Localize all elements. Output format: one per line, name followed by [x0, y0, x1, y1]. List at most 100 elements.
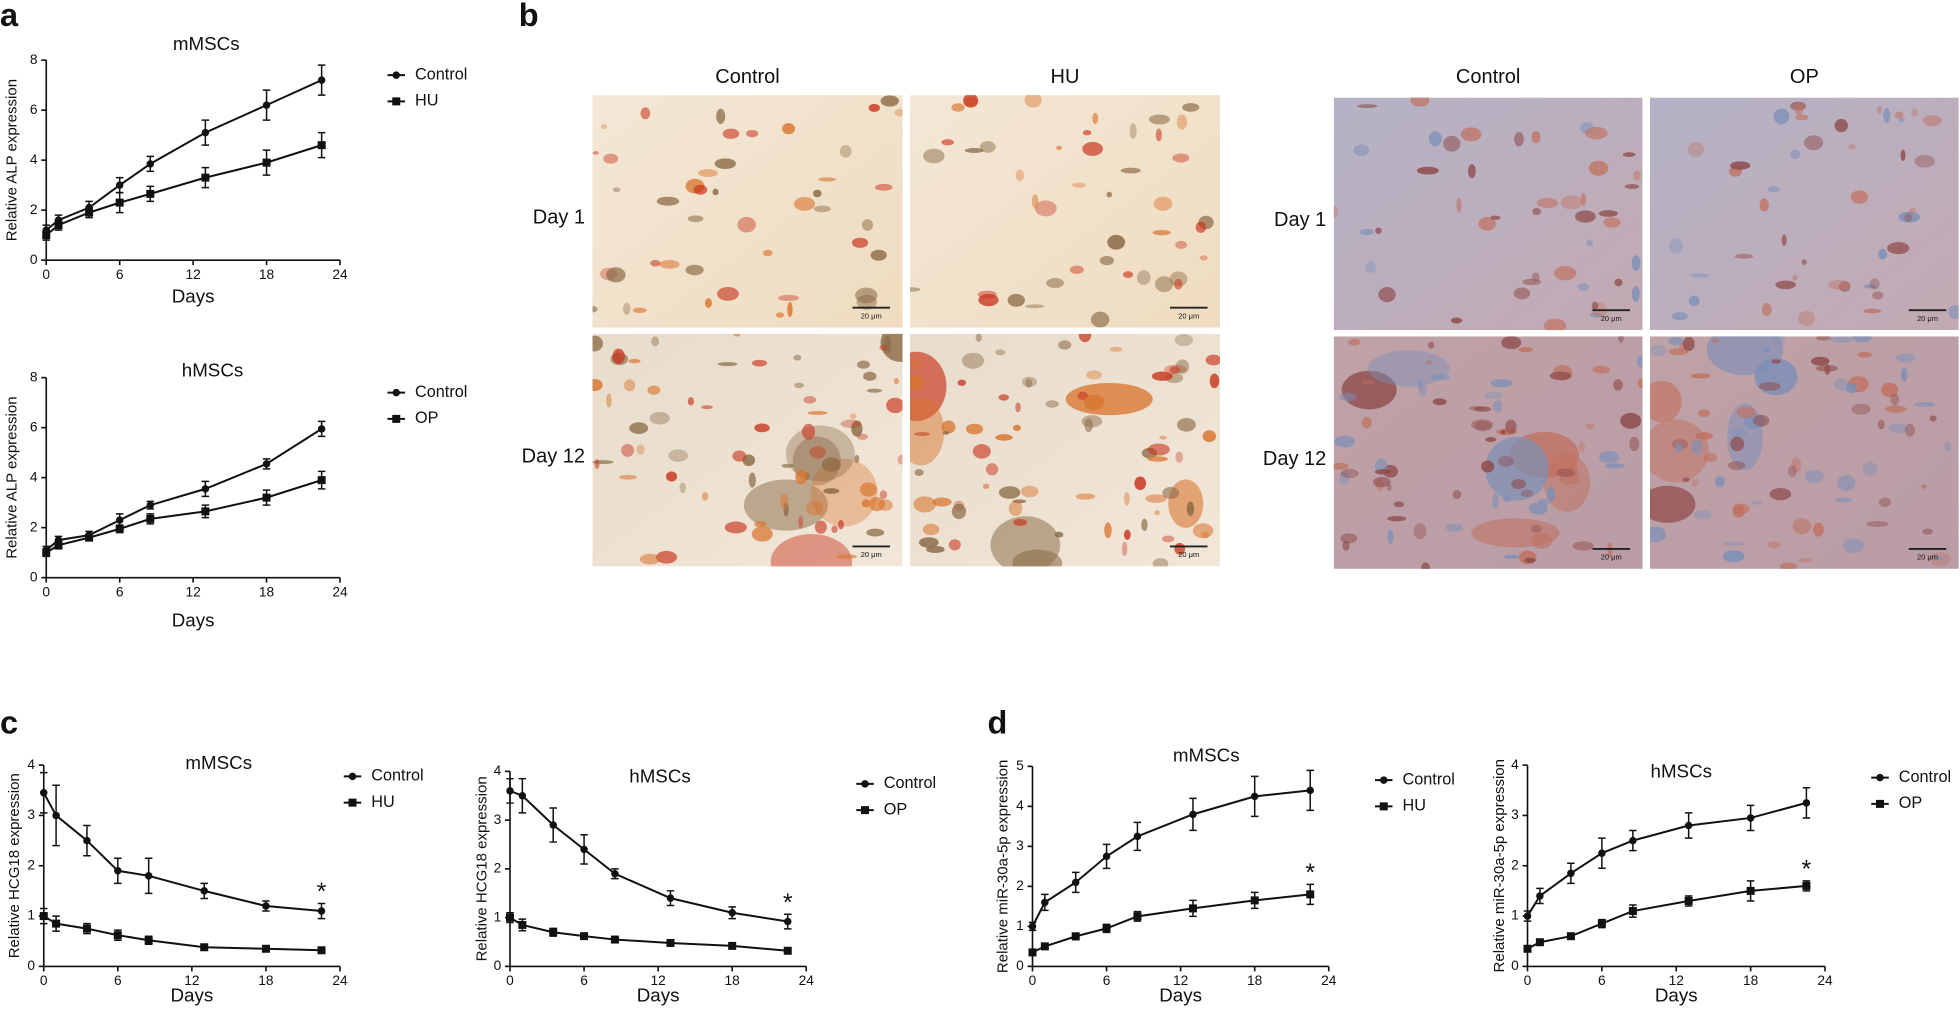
- stain: [807, 410, 828, 415]
- stain: [612, 348, 625, 365]
- stain: [1393, 501, 1405, 508]
- stain: [1730, 436, 1745, 452]
- marker: [1306, 786, 1314, 795]
- marker: [783, 917, 792, 926]
- stain: [1797, 310, 1816, 327]
- stain: [1672, 312, 1688, 321]
- marker: [201, 128, 210, 137]
- stain: [1675, 443, 1683, 452]
- micrograph-content: [910, 95, 1220, 328]
- stain: [857, 360, 870, 369]
- stain: [1099, 255, 1115, 266]
- stain: [592, 150, 599, 155]
- stain: [594, 458, 600, 470]
- marker: [82, 924, 91, 933]
- stain: [717, 362, 738, 367]
- stain: [1816, 336, 1831, 341]
- marker: [1028, 922, 1037, 931]
- micrograph-content: [1650, 336, 1959, 569]
- y-tick-label: 6: [30, 419, 38, 434]
- marker: [85, 533, 94, 542]
- marker: [1102, 852, 1111, 861]
- scale-bar-label: 20 μm: [1917, 553, 1938, 562]
- stain: [1944, 441, 1951, 452]
- stain: [1202, 430, 1216, 443]
- stain: [780, 494, 789, 510]
- legend-marker: [348, 798, 357, 807]
- stain: [1520, 489, 1533, 498]
- marker: [728, 941, 737, 950]
- stain: [1850, 190, 1869, 204]
- micrograph: 20 μm: [592, 333, 903, 567]
- stain: [1152, 558, 1169, 567]
- stain: [1553, 266, 1577, 281]
- stain: [1913, 401, 1936, 407]
- y-tick-label: 0: [1511, 958, 1519, 973]
- stain: [1056, 145, 1063, 150]
- stain: [1175, 451, 1184, 463]
- stain: [1931, 556, 1945, 561]
- stain: [603, 153, 619, 164]
- stain: [1452, 490, 1462, 499]
- marker: [666, 894, 675, 902]
- stain: [1154, 276, 1174, 293]
- stain: [1909, 207, 1916, 214]
- stain: [1511, 479, 1526, 490]
- marker: [1041, 898, 1049, 907]
- x-tick-label: 24: [332, 973, 348, 988]
- legend-label: OP: [884, 800, 907, 818]
- legend-label: Control: [371, 767, 423, 785]
- stain: [1798, 558, 1813, 563]
- stain: [1353, 144, 1370, 157]
- stain: [985, 463, 999, 476]
- stain: [628, 358, 641, 364]
- stain: [1904, 213, 1913, 223]
- stain: [1104, 522, 1112, 539]
- stain: [1787, 465, 1797, 478]
- stain: [1872, 291, 1884, 300]
- stain: [1152, 229, 1171, 236]
- stain: [1497, 455, 1514, 467]
- stain: [746, 129, 759, 138]
- marker: [1746, 886, 1755, 895]
- stain: [1365, 261, 1377, 273]
- marker: [610, 935, 619, 944]
- y-tick-label: 3: [1016, 838, 1024, 853]
- stain: [623, 379, 636, 392]
- row-label: Day 1: [1274, 209, 1326, 231]
- stain: [1827, 279, 1851, 290]
- stain: [795, 469, 808, 485]
- x-tick-label: 12: [1669, 973, 1684, 988]
- x-tick-label: 0: [1524, 973, 1532, 988]
- stain: [1173, 278, 1183, 290]
- stain: [851, 237, 869, 248]
- stain: [923, 148, 945, 164]
- stain: [995, 434, 1013, 441]
- stain: [995, 349, 1006, 356]
- series: [42, 420, 326, 555]
- marker: [1133, 912, 1142, 921]
- stain: [1732, 503, 1750, 514]
- marker: [113, 931, 122, 940]
- marker: [39, 912, 48, 921]
- series-line: [42, 792, 322, 913]
- stain: [592, 335, 604, 352]
- marker: [1306, 890, 1315, 899]
- stain: [854, 454, 860, 463]
- marker: [146, 501, 155, 509]
- marker: [1566, 932, 1575, 941]
- y-tick-label: 8: [30, 52, 38, 67]
- micrograph-content: [1333, 336, 1643, 569]
- stain: [1697, 409, 1711, 418]
- stain: [1361, 417, 1372, 429]
- stain: [1012, 424, 1021, 432]
- row-label: Day 1: [533, 207, 585, 229]
- stain: [866, 388, 883, 393]
- stain: [1162, 487, 1180, 499]
- stain: [1714, 476, 1725, 488]
- marker: [40, 789, 48, 797]
- stain: [855, 287, 878, 304]
- y-tick-label: 3: [1511, 807, 1519, 822]
- marker: [611, 870, 619, 878]
- stain: [1470, 419, 1494, 431]
